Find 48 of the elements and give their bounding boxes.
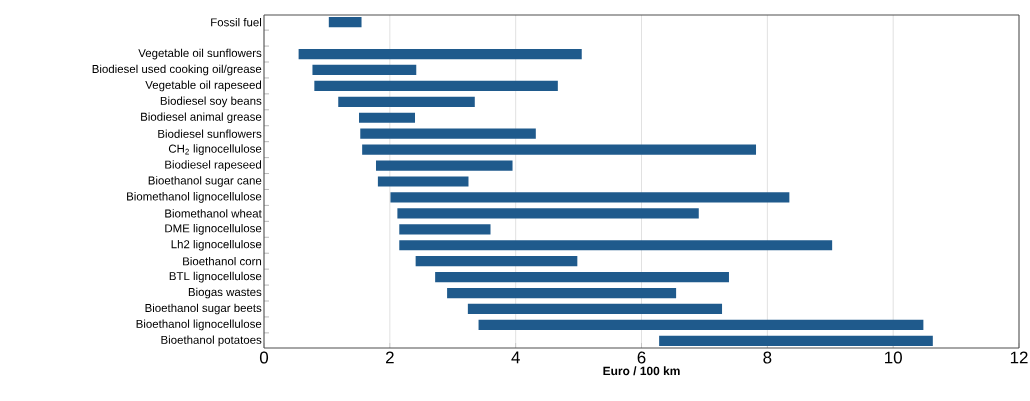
y-tick-label: Biomethanol wheat — [165, 209, 262, 218]
y-tick-label: Vegetable oil rapeseed — [145, 80, 262, 92]
bar — [328, 17, 362, 28]
x-tick-label: 10 — [885, 351, 902, 364]
x-tick-label: 4 — [511, 351, 520, 364]
bar — [376, 160, 513, 171]
x-axis-title: Euro / 100 km — [603, 366, 680, 376]
y-tick-label: Biodiesel animal grease — [141, 112, 262, 124]
bar — [478, 319, 924, 330]
x-tick-label: 0 — [259, 351, 269, 364]
y-tick-label: Lh2 lignocellulose — [171, 239, 262, 251]
y-tick-label: Biogas wastes — [188, 287, 262, 299]
bar — [338, 96, 475, 107]
y-tick-label: Bioethanol potatoes — [161, 335, 262, 347]
x-tick-label: 6 — [637, 351, 646, 364]
y-tick-label: Fossil fuel — [211, 17, 262, 27]
x-tick-label: 12 — [1010, 351, 1028, 364]
bar — [447, 287, 677, 299]
y-tick-label: Biodiesel used cooking oil/grease — [92, 64, 262, 76]
bar — [390, 192, 790, 203]
y-tick-label: Biodiesel soy beans — [160, 96, 262, 108]
bar — [359, 112, 416, 123]
y-tick-label: Biomethanol lignocellulose — [127, 192, 262, 203]
y-tick-label: Vegetable oil sunflowers — [138, 48, 262, 60]
bar — [377, 176, 469, 187]
y-tick-label: DME lignocellulose — [165, 223, 262, 235]
y-tick-label: Bioethanol sugar beets — [145, 303, 262, 315]
bar — [298, 48, 582, 60]
x-tick-label: 2 — [385, 351, 394, 364]
bar — [659, 335, 933, 346]
bar — [312, 64, 417, 76]
y-tick-label: Biodiesel sunflowers — [158, 129, 262, 138]
y-tick-label: Bioethanol corn — [183, 256, 262, 266]
y-tick-label: Bioethanol lignocellulose — [136, 319, 262, 331]
bar — [397, 208, 699, 219]
bar — [399, 224, 491, 235]
bar — [362, 144, 757, 155]
x-tick-label: 8 — [763, 351, 772, 364]
y-tick-label: Biodiesel rapeseed — [165, 160, 262, 171]
bar — [415, 256, 578, 267]
bar — [360, 128, 536, 139]
y-tick-label: BTL lignocellulose — [169, 271, 262, 283]
bar — [399, 240, 833, 251]
y-tick-label: CH$_{2}$ lignocellulose — [168, 144, 262, 155]
bar — [314, 80, 558, 91]
y-tick-label: Bioethanol sugar cane — [148, 176, 262, 187]
bar — [435, 272, 729, 283]
bar — [467, 303, 723, 315]
